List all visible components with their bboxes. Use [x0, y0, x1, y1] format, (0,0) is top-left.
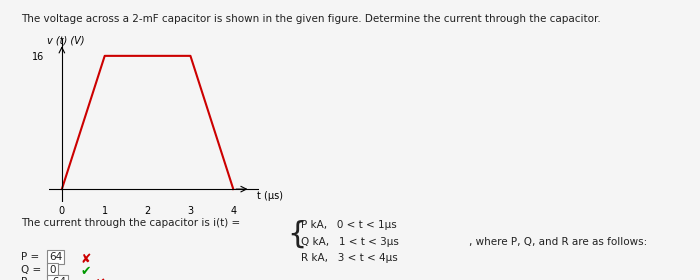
Text: P =: P =: [21, 252, 39, 262]
Text: -64: -64: [49, 277, 66, 280]
Text: ✘: ✘: [94, 278, 105, 280]
Text: t (μs): t (μs): [257, 191, 283, 201]
Text: {: {: [287, 220, 307, 249]
Text: R kA,   3 < t < 4μs: R kA, 3 < t < 4μs: [301, 253, 398, 263]
Text: The voltage across a 2-mF capacitor is shown in the given figure. Determine the : The voltage across a 2-mF capacitor is s…: [21, 14, 601, 24]
Text: P kA,   0 < t < 1μs: P kA, 0 < t < 1μs: [301, 220, 397, 230]
Text: ✔: ✔: [80, 265, 91, 278]
Text: The current through the capacitor is i(t) =: The current through the capacitor is i(t…: [21, 218, 240, 228]
Text: 0: 0: [49, 265, 55, 275]
Text: ✘: ✘: [80, 253, 91, 265]
Text: v (t) (V): v (t) (V): [47, 36, 85, 46]
Text: Q =: Q =: [21, 265, 41, 275]
Text: 64: 64: [49, 252, 62, 262]
Text: , where P, Q, and R are as follows:: , where P, Q, and R are as follows:: [469, 237, 648, 247]
Text: R =: R =: [21, 277, 40, 280]
Text: Q kA,   1 < t < 3μs: Q kA, 1 < t < 3μs: [301, 237, 399, 247]
